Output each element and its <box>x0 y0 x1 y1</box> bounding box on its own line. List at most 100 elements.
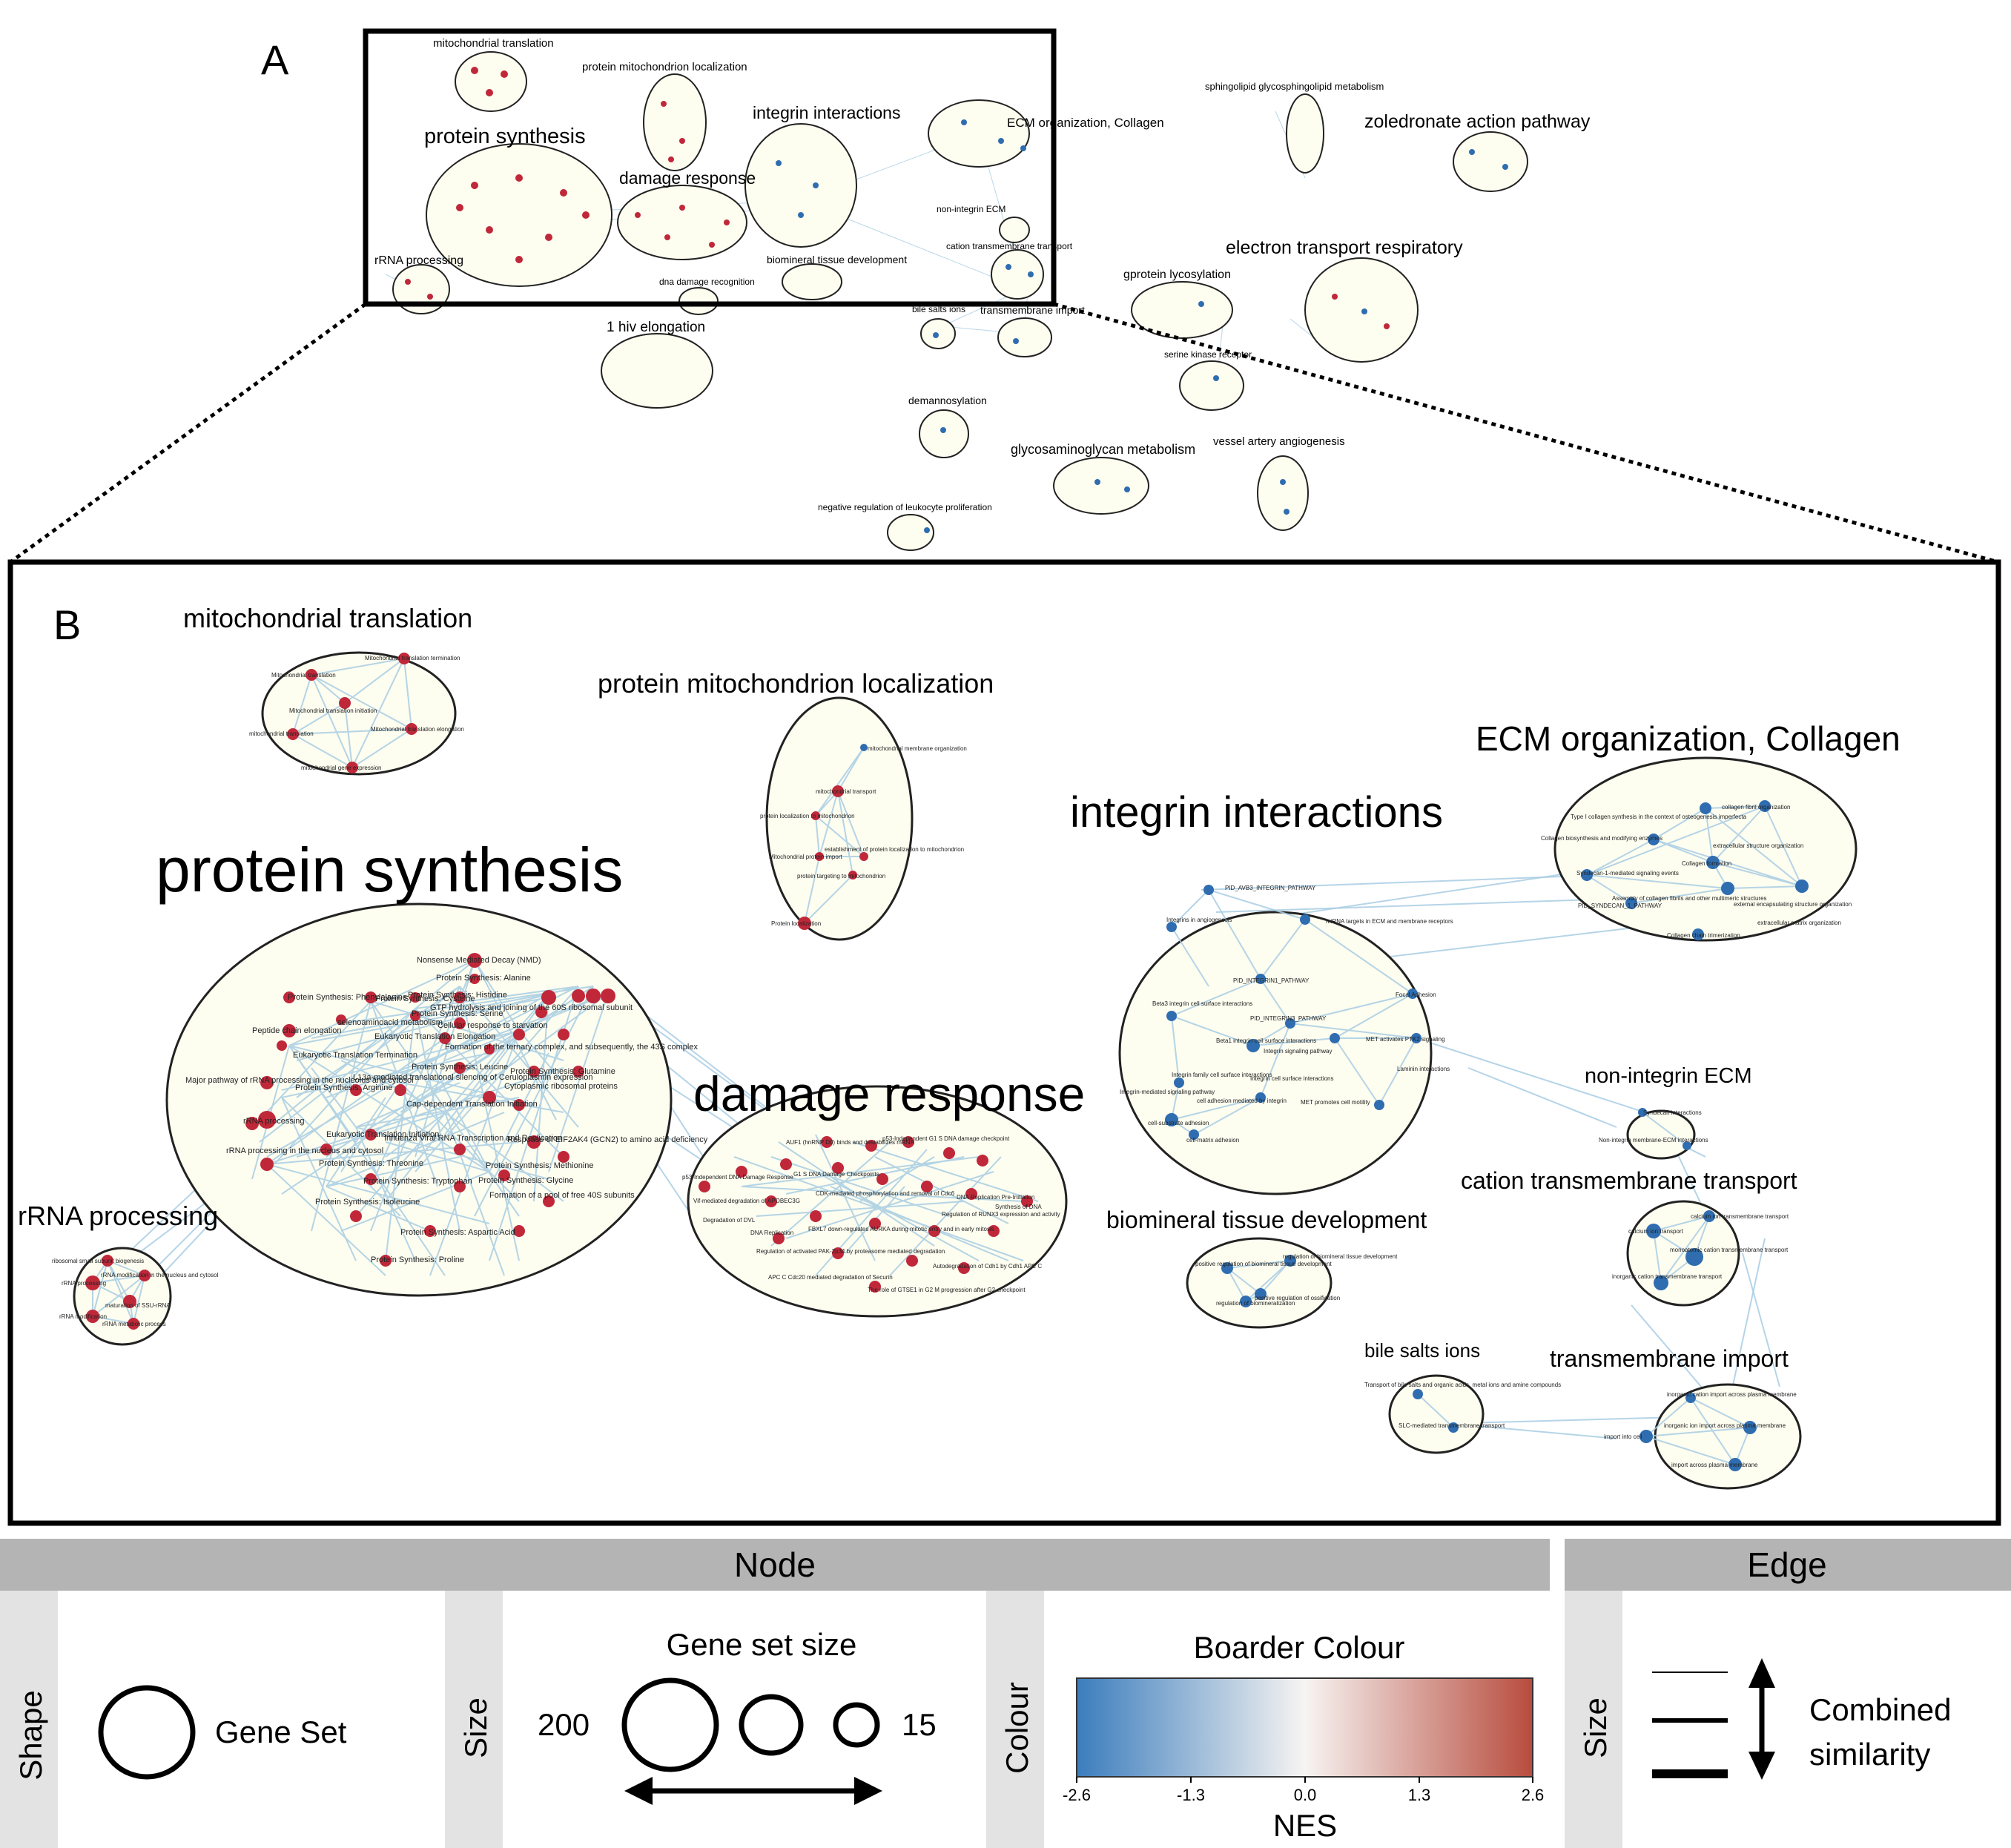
node-label: rRNA processing <box>243 1117 305 1126</box>
node-label: Protein Synthesis: Glutamine <box>510 1067 615 1076</box>
legend-edge-header: Edge <box>1747 1545 1826 1584</box>
node <box>306 669 317 681</box>
a-label-zoledronate: zoledronate action pathway <box>1364 111 1591 132</box>
node <box>815 852 824 861</box>
zoom-line-left <box>9 302 367 564</box>
node-label: Syndecan-1-mediated signaling events <box>1576 870 1679 877</box>
node-label: selenoaminoacid metabolism <box>337 1018 443 1027</box>
node-label: L13a-mediated translational silencing of… <box>353 1073 592 1082</box>
a-label-gprotein: gprotein lycosylation <box>1123 268 1231 281</box>
node-label: Protein Synthesis: Arginine <box>295 1083 392 1092</box>
a-cluster-protein-synthesis <box>426 143 612 287</box>
legend-edge-text-1: Combined <box>1809 1692 1951 1727</box>
node-label: Protein Synthesis: Tryptophan <box>363 1177 472 1186</box>
a-cluster-mito-localization <box>643 73 707 171</box>
node-label: inorganic cation transmembrane transport <box>1612 1273 1723 1280</box>
node-label: PID_AVB3_INTEGRIN_PATHWAY <box>1225 885 1316 891</box>
label-cation: cation transmembrane transport <box>1461 1167 1797 1194</box>
node-label: Protein Synthesis: Leucine <box>412 1063 508 1072</box>
node-label: mitochondrial translation <box>249 730 314 737</box>
legend-size-max: 200 <box>538 1707 590 1742</box>
legend-colour-title: Boarder Colour <box>1194 1630 1405 1665</box>
cluster-protein-synthesis: Nonsense Mediated Decay (NMD) Protein Sy… <box>156 835 708 1297</box>
a-cluster-zoledronate <box>1453 131 1528 192</box>
node-label: Integrin family cell surface interaction… <box>1172 1072 1272 1078</box>
a-cluster-leukocyte <box>887 514 934 551</box>
a-label-mito-localization: protein mitochondrion localization <box>582 61 747 73</box>
node-label: AUF1 (hnRNP D0) binds and destabilizes m… <box>786 1139 914 1146</box>
node-label: Protein Synthesis: Serine <box>412 1009 503 1018</box>
node-label: Collagen chain trimerization <box>1667 932 1740 939</box>
legend-edge-size-strip <box>1565 1591 1622 1848</box>
node-label: Mitochondrial protein import <box>769 854 842 860</box>
node-label: Syndecan interactions <box>1643 1109 1702 1116</box>
a-cluster-hiv <box>601 333 713 409</box>
node-label: Regulation of activated PAK-2p34 by prot… <box>756 1248 945 1255</box>
node-label: mitochondrial gene expression <box>301 765 382 771</box>
legend-nes-tick-1: -1.3 <box>1177 1786 1205 1804</box>
node <box>811 811 820 820</box>
a-cluster-sphingolipid <box>1286 93 1324 174</box>
legend-gene-set-label: Gene Set <box>215 1715 347 1749</box>
node-label: Focal Adhesion <box>1396 991 1436 998</box>
node-label: Nonsense Mediated Decay (NMD) <box>417 956 541 965</box>
node-label: Influenza Viral RNA Transcription and Re… <box>384 1134 562 1143</box>
node-label: cell-matrix adhesion <box>1186 1137 1239 1144</box>
a-cluster-demannosylation <box>919 409 969 458</box>
cluster-ecm: collagen fibril organization Type I coll… <box>1476 719 1901 942</box>
label-bile: bile salts ions <box>1364 1339 1480 1362</box>
node-label: Protein Synthesis: Proline <box>371 1255 464 1264</box>
legend-size-strip <box>445 1591 503 1848</box>
node-label: CDK-mediated phosphorylation and removal… <box>816 1190 955 1197</box>
a-label-mito-translation: mitochondrial translation <box>433 37 554 50</box>
a-cluster-electron-transport <box>1304 257 1419 363</box>
legend-edge-header-band <box>1565 1539 2011 1591</box>
legend-size-title: Gene set size <box>667 1627 857 1662</box>
legend-nes-tick-2: 0.0 <box>1294 1786 1317 1804</box>
a-label-tm-import: transmembrane import <box>980 304 1085 316</box>
a-label-biomineral: biomineral tissue development <box>767 254 907 265</box>
a-cluster-cation <box>991 249 1044 300</box>
cluster-non-integrin: Syndecan interactions Non-integrin membr… <box>1585 1064 1752 1160</box>
legend-edge-text-2: similarity <box>1809 1737 1930 1772</box>
node-label: Mitochondrial translation <box>271 672 336 679</box>
node-label: Response of EIF2AK4 (GCN2) to amino acid… <box>507 1135 708 1144</box>
node-label: positive regulation of biomineral tissue… <box>1195 1261 1332 1267</box>
legend-colour-side-label: Colour <box>1000 1682 1034 1774</box>
a-label-vessel: vessel artery angiogenesis <box>1213 435 1345 448</box>
node-label: cell-substrate adhesion <box>1148 1120 1209 1126</box>
label-mito-localization: protein mitochondrion localization <box>598 668 994 699</box>
label-damage-response: damage response <box>693 1066 1085 1121</box>
node <box>859 852 868 861</box>
a-cluster-mito-translation <box>455 51 527 112</box>
panel-b-letter: B <box>53 601 81 648</box>
node-label: rRNA processing <box>62 1280 106 1287</box>
legend-node-header: Node <box>734 1545 816 1584</box>
node-label: Protein Synthesis: Methionine <box>486 1161 594 1170</box>
node-label: Degradation of DVL <box>703 1217 756 1224</box>
panel-a: A <box>261 28 1591 551</box>
legend-nes-ticks <box>1076 1777 1533 1783</box>
node-label: FBXL7 down-regulates AURKA during mitoti… <box>808 1226 994 1232</box>
node <box>406 723 417 735</box>
a-cluster-vessel <box>1257 455 1309 531</box>
legend-size-arrow <box>624 1777 882 1805</box>
node-label: Integrin signaling pathway <box>1264 1048 1333 1055</box>
node-label: G1 S DNA Damage Checkpoints <box>793 1171 879 1178</box>
node-label: inorganic cation import across plasma me… <box>1667 1391 1797 1398</box>
cluster-damage-response: AUF1 (hnRNP D0) binds and destabilizes m… <box>682 1066 1085 1318</box>
node-label: Beta3 integrin cell surface interactions <box>1152 1000 1252 1007</box>
node-label: Cytoplasmic ribosomal proteins <box>504 1082 618 1091</box>
cluster-biomineral-boundary <box>1186 1237 1333 1329</box>
legend-nes-tick-4: 2.6 <box>1522 1786 1545 1804</box>
node-label: import into cell <box>1604 1433 1642 1440</box>
node-label: import across plasma membrane <box>1671 1462 1758 1468</box>
node-label: MET activates PTK2 signaling <box>1366 1036 1445 1043</box>
legend-edge-size-side-label: Size <box>1578 1697 1613 1758</box>
legend-size-circle-medium <box>739 1694 804 1756</box>
node-label: Protein Synthesis: Cysteine <box>375 994 475 1003</box>
node-label: rRNA modification in the nucleus and cyt… <box>101 1272 219 1278</box>
node <box>287 728 299 740</box>
node-label: DNA Replication <box>750 1230 793 1236</box>
node-label: establishment of protein localization to… <box>825 846 964 853</box>
